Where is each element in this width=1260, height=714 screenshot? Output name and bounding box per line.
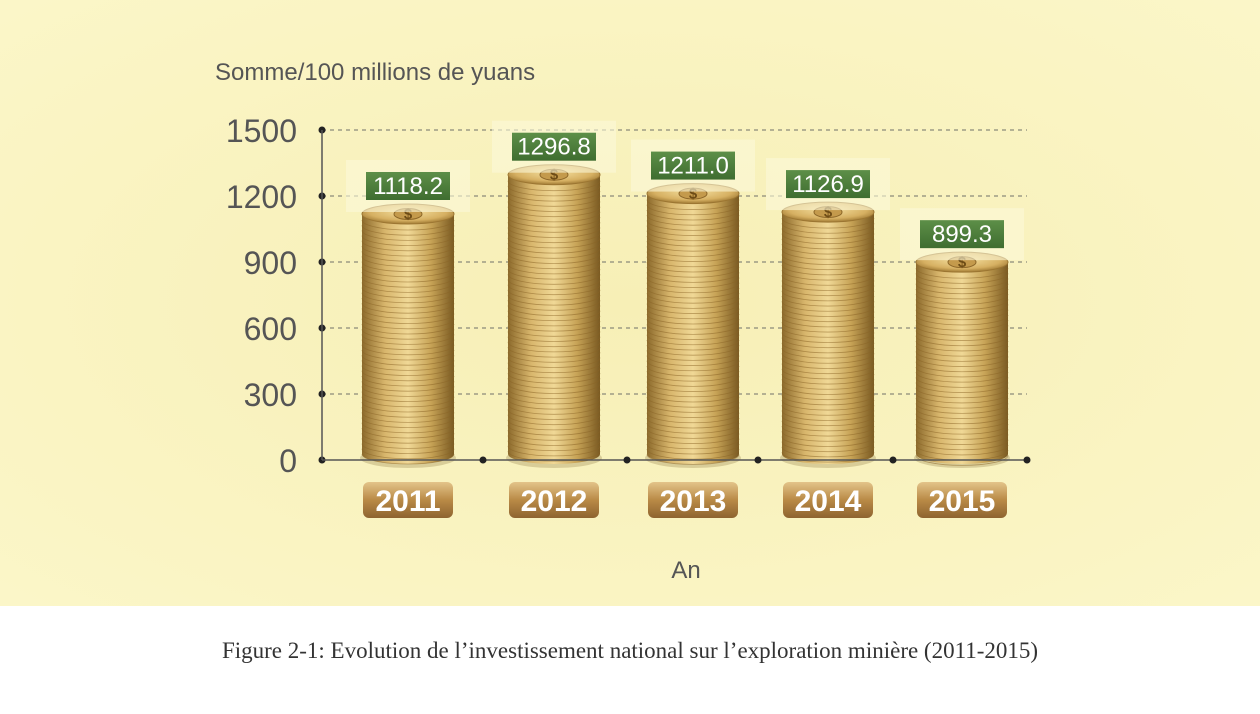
year-tag bbox=[509, 482, 599, 518]
bar-2011: $1118.2 bbox=[346, 159, 470, 468]
coin-edges bbox=[915, 268, 1009, 466]
chart-background bbox=[0, 0, 1260, 606]
y-axis-title: Somme/100 millions de yuans bbox=[215, 59, 535, 86]
year-tag bbox=[917, 482, 1007, 518]
x-tick-dot bbox=[623, 456, 631, 464]
y-tick-label: 1200 bbox=[226, 179, 297, 215]
x-tick-label: 2012 bbox=[521, 485, 588, 518]
value-label: 1296.8 bbox=[517, 134, 590, 161]
bars: $1118.2 $1296.8$1211.0$1126.9$899.3 bbox=[346, 120, 1024, 468]
value-label: 1211.0 bbox=[657, 153, 729, 180]
dollar-sign-glyph: $ bbox=[404, 206, 413, 223]
y-tick-label: 600 bbox=[244, 311, 297, 347]
figure-caption: Figure 2-1: Evolution de l’investissemen… bbox=[221, 638, 1039, 663]
value-label: 899.3 bbox=[932, 221, 992, 248]
value-label-box bbox=[651, 151, 735, 180]
coin-edges bbox=[781, 218, 875, 463]
coin-edges bbox=[646, 199, 740, 465]
bar-2013: $1211.0 bbox=[631, 139, 755, 468]
x-tick-dot bbox=[754, 456, 762, 464]
y-tick-label: 900 bbox=[244, 245, 297, 281]
bar-body bbox=[916, 262, 1008, 464]
x-tick-label: 2013 bbox=[660, 485, 727, 518]
value-label-box bbox=[512, 132, 596, 161]
year-tag bbox=[783, 482, 873, 518]
y-tick-label: 1500 bbox=[226, 113, 297, 149]
value-label: 1126.9 bbox=[792, 171, 864, 198]
y-tick-label: 0 bbox=[279, 443, 297, 479]
value-label: 1118.2 bbox=[373, 173, 443, 200]
x-tick-dot bbox=[479, 456, 487, 464]
dollar-sign-glyph: $ bbox=[958, 254, 967, 271]
x-tick-dot bbox=[889, 456, 897, 464]
coin-edges bbox=[507, 180, 601, 462]
bar-2014: $1126.9 bbox=[766, 158, 890, 468]
dollar-sign-glyph: $ bbox=[689, 186, 698, 203]
bar-body bbox=[508, 174, 600, 465]
x-axis-title: An bbox=[671, 557, 700, 584]
bar-2012: $1296.8 bbox=[492, 120, 616, 468]
bar-2015: $899.3 bbox=[900, 208, 1024, 468]
x-tick-label: 2011 bbox=[375, 485, 440, 518]
coin-edges bbox=[361, 219, 455, 465]
year-tag bbox=[363, 482, 453, 518]
x-axis: 2011 2012 2013 2014 2015 bbox=[322, 456, 1031, 518]
value-label-box bbox=[786, 170, 870, 199]
dollar-sign-glyph: $ bbox=[824, 204, 833, 221]
value-label-box bbox=[920, 220, 1004, 249]
x-tick-dot bbox=[1023, 456, 1031, 464]
dollar-sign-glyph: $ bbox=[550, 167, 559, 184]
value-label-box bbox=[366, 171, 450, 200]
y-axis: 0 300 600 900 1200 1500 bbox=[226, 113, 326, 479]
x-tick-label: 2014 bbox=[795, 485, 862, 518]
y-tick-label: 300 bbox=[244, 377, 297, 413]
year-tag bbox=[648, 482, 738, 518]
x-tick-label: 2015 bbox=[929, 485, 996, 518]
bar-body bbox=[782, 212, 874, 464]
